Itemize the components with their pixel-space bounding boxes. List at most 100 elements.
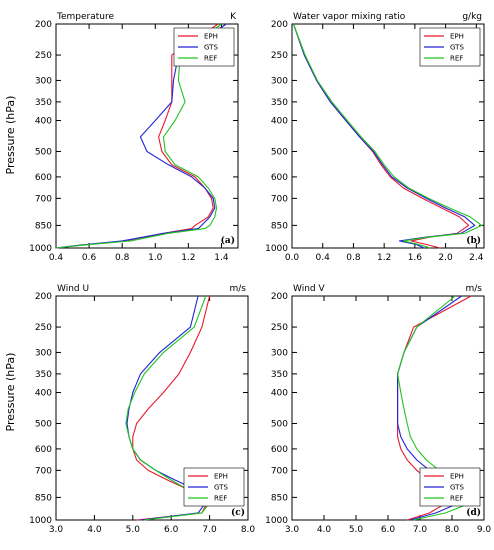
y-tick-label: 600 [35, 173, 52, 183]
plot-frame [55, 295, 249, 521]
y-axis-label-top: Pressure (hPa) [4, 96, 17, 175]
legend-label-gts: GTS [204, 44, 218, 52]
x-tick-label: 0.8 [115, 253, 130, 263]
x-tick-label: 0.4 [316, 253, 331, 263]
y-tick-label: 600 [271, 445, 288, 455]
x-tick-label: 0.4 [49, 253, 64, 263]
x-tick-label: 8.0 [241, 525, 256, 535]
y-tick-label: 500 [35, 420, 52, 430]
y-axis-label-bottom: Pressure (hPa) [4, 353, 17, 432]
y-tick-label: 600 [35, 445, 52, 455]
y-tick-label: 350 [35, 98, 52, 108]
plot-frame [55, 23, 239, 249]
y-tick-label: 300 [271, 348, 288, 358]
legend-label-eph: EPH [450, 33, 464, 41]
y-tick-label: 400 [35, 116, 52, 126]
x-tick-label: 6.0 [164, 525, 179, 535]
x-tick-label: 4.0 [317, 525, 332, 535]
x-tick-label: 2.0 [438, 253, 453, 263]
panel-unit: m/s [466, 284, 483, 294]
legend-label-ref: REF [214, 495, 227, 503]
legend-label-eph: EPH [214, 473, 228, 481]
x-tick-label: 1.2 [181, 253, 195, 263]
y-tick-label: 700 [35, 466, 52, 476]
legend-label-ref: REF [450, 495, 463, 503]
series-line-gts [55, 23, 227, 249]
y-tick-label: 1000 [265, 516, 288, 526]
y-tick-label: 250 [271, 323, 288, 333]
x-tick-label: 1.2 [377, 253, 391, 263]
y-tick-label: 200 [35, 292, 52, 302]
legend-label-ref: REF [204, 55, 217, 63]
y-tick-label: 850 [271, 221, 288, 231]
y-tick-label: 850 [35, 493, 52, 503]
y-tick-label: 600 [271, 173, 288, 183]
x-tick-label: 3.0 [285, 525, 300, 535]
x-tick-label: 9.0 [477, 525, 492, 535]
x-tick-label: 0.0 [285, 253, 300, 263]
panel-title: Wind U [57, 284, 89, 294]
x-tick-label: 7.0 [202, 525, 217, 535]
y-tick-label: 500 [271, 420, 288, 430]
y-tick-label: 700 [35, 194, 52, 204]
plot-frame [291, 23, 485, 249]
y-tick-label: 200 [271, 292, 288, 302]
panel-title: Wind V [293, 284, 325, 294]
panel-title: Temperature [56, 12, 114, 22]
panel-label: (c) [231, 507, 245, 518]
y-tick-label: 1000 [29, 244, 52, 254]
x-tick-label: 6.0 [381, 525, 396, 535]
panel-unit: g/kg [462, 12, 482, 22]
legend-label-gts: GTS [450, 484, 464, 492]
x-tick-label: 4.0 [87, 525, 102, 535]
x-tick-label: 2.4 [469, 253, 484, 263]
legend-label-gts: GTS [214, 484, 228, 492]
y-tick-label: 300 [271, 76, 288, 86]
y-tick-label: 350 [35, 370, 52, 380]
panel-label: (a) [221, 235, 235, 246]
panel-unit: K [230, 12, 237, 22]
x-tick-label: 7.0 [413, 525, 428, 535]
panel-label: (d) [466, 507, 481, 518]
y-tick-label: 700 [271, 466, 288, 476]
legend-label-eph: EPH [204, 33, 218, 41]
y-tick-label: 350 [271, 370, 288, 380]
y-tick-label: 300 [35, 348, 52, 358]
series-line-ref [292, 23, 483, 249]
x-tick-label: 0.6 [82, 253, 97, 263]
x-tick-label: 0.8 [346, 253, 361, 263]
y-tick-label: 250 [271, 51, 288, 61]
x-tick-label: 8.0 [445, 525, 460, 535]
x-tick-label: 5.0 [126, 525, 141, 535]
y-tick-label: 1000 [29, 516, 52, 526]
x-tick-label: 1.4 [214, 253, 229, 263]
y-tick-label: 200 [35, 20, 52, 30]
y-tick-label: 400 [35, 388, 52, 398]
y-tick-label: 400 [271, 116, 288, 126]
x-tick-label: 1.6 [408, 253, 423, 263]
y-tick-label: 300 [35, 76, 52, 86]
x-tick-label: 5.0 [349, 525, 364, 535]
y-tick-label: 250 [35, 51, 52, 61]
panel-title: Water vapor mixing ratio [293, 12, 406, 22]
y-tick-label: 700 [271, 194, 288, 204]
y-tick-label: 500 [35, 148, 52, 158]
y-tick-label: 850 [271, 493, 288, 503]
y-tick-label: 200 [271, 20, 288, 30]
legend-label-eph: EPH [450, 473, 464, 481]
y-tick-label: 1000 [265, 244, 288, 254]
series-line-ref [55, 23, 222, 249]
y-tick-label: 850 [35, 221, 52, 231]
x-tick-label: 1.0 [148, 253, 163, 263]
legend-label-ref: REF [450, 55, 463, 63]
panel-label: (b) [466, 235, 481, 246]
legend-label-gts: GTS [450, 44, 464, 52]
panel-unit: m/s [230, 284, 247, 294]
y-tick-label: 400 [271, 388, 288, 398]
y-tick-label: 250 [35, 323, 52, 333]
y-tick-label: 500 [271, 148, 288, 158]
